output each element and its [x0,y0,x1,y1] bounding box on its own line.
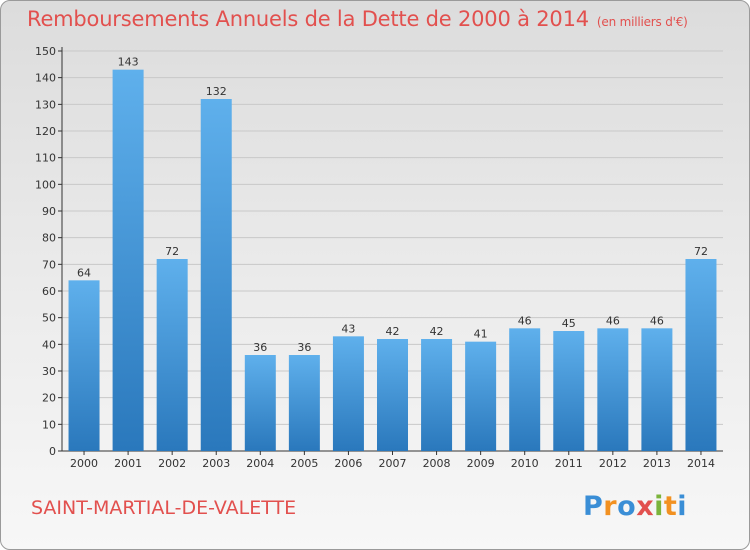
y-tick-label: 90 [42,205,56,218]
bar-value-label: 36 [297,341,311,354]
bar-value-label: 64 [77,266,91,279]
bar [597,328,629,451]
x-tick-label: 2014 [687,457,715,470]
y-tick-label: 120 [35,125,56,138]
x-tick-label: 2013 [643,457,671,470]
bar-value-label: 72 [694,245,708,258]
bar [421,339,453,451]
x-tick-label: 2003 [202,457,230,470]
y-tick-label: 30 [42,365,56,378]
x-tick-label: 2004 [246,457,274,470]
y-tick-label: 10 [42,418,56,431]
bar-value-label: 46 [650,314,664,327]
commune-name: SAINT-MARTIAL-DE-VALETTE [31,497,297,519]
logo-letter: i [677,491,688,522]
bar [332,336,364,451]
bar-value-label: 46 [606,314,620,327]
bar-value-label: 43 [341,322,355,335]
y-tick-label: 50 [42,312,56,325]
y-tick-label: 110 [35,152,56,165]
bar [553,331,585,451]
bar-value-label: 45 [562,317,576,330]
bar [465,341,497,451]
bar-value-label: 41 [474,328,488,341]
bar-value-label: 46 [518,314,532,327]
logo-letter: r [603,491,618,522]
bar [288,355,320,451]
x-tick-label: 2005 [290,457,318,470]
y-tick-label: 130 [35,98,56,111]
x-tick-label: 2009 [467,457,495,470]
logo-letter: P [583,491,604,522]
bar [685,259,717,451]
x-tick-label: 2012 [599,457,627,470]
logo-letter: x [636,491,655,522]
logo-letter: t [663,491,678,522]
bar [377,339,408,451]
x-tick-label: 2000 [70,457,98,470]
chart-title-text: Remboursements Annuels de la Dette de 20… [27,7,589,31]
bar-value-label: 42 [430,325,444,338]
x-tick-label: 2001 [114,457,142,470]
bar-value-label: 143 [118,56,139,69]
x-tick-label: 2002 [158,457,186,470]
bar [200,99,232,451]
y-tick-label: 100 [35,178,56,191]
y-tick-label: 150 [35,45,56,58]
bar [641,328,673,451]
chart-title: Remboursements Annuels de la Dette de 20… [27,7,688,31]
bar-value-label: 132 [206,85,227,98]
logo-letter: o [617,491,637,522]
bar [156,259,188,451]
bar [244,355,276,451]
x-tick-label: 2010 [511,457,539,470]
bar-value-label: 36 [253,341,267,354]
bar-value-label: 72 [165,245,179,258]
y-tick-label: 0 [49,445,56,458]
y-tick-label: 80 [42,232,56,245]
y-tick-label: 20 [42,392,56,405]
bar-value-label: 42 [386,325,400,338]
y-tick-label: 60 [42,285,56,298]
x-tick-label: 2007 [379,457,407,470]
x-tick-label: 2008 [423,457,451,470]
logo-letter: i [654,491,664,522]
y-tick-label: 40 [42,338,56,351]
y-tick-label: 140 [35,72,56,85]
proxiti-logo: Proxiti [583,491,687,522]
x-tick-label: 2011 [555,457,583,470]
bar [68,280,100,451]
x-tick-label: 2006 [334,457,362,470]
chart-unit: (en milliers d'€) [596,15,688,29]
y-tick-label: 70 [42,258,56,271]
bar [112,69,144,452]
bar [509,328,541,451]
